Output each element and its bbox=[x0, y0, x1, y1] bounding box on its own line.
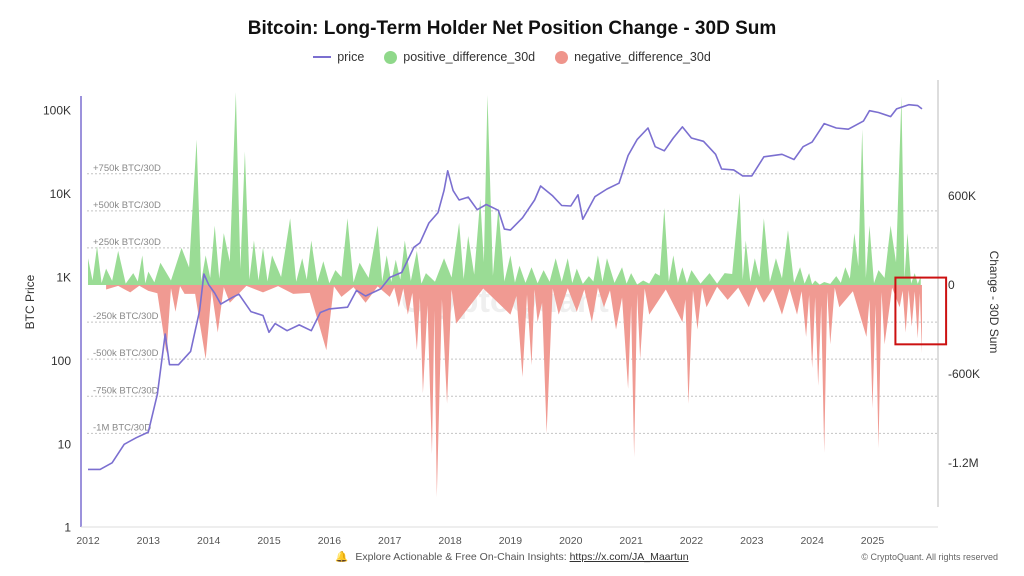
x-tick-label: 2024 bbox=[800, 535, 824, 547]
right-tick-label: -600K bbox=[948, 367, 980, 381]
x-tick-label: 2013 bbox=[137, 535, 161, 547]
footer-cta: 🔔 Explore Actionable & Free On-Chain Ins… bbox=[0, 550, 1024, 563]
left-tick-label: 100K bbox=[43, 104, 71, 118]
bell-icon: 🔔 bbox=[335, 551, 349, 563]
reference-line-label: -500k BTC/30D bbox=[93, 348, 159, 359]
chart-title: Bitcoin: Long-Term Holder Net Position C… bbox=[247, 18, 777, 39]
legend-item-price[interactable]: price bbox=[313, 50, 364, 64]
reference-line-label: +500k BTC/30D bbox=[93, 200, 161, 211]
x-tick-label: 2021 bbox=[619, 535, 643, 547]
right-tick-label: -1.2M bbox=[948, 456, 979, 470]
right-axis-ticks: 600K 0 -600K -1.2M bbox=[948, 189, 980, 470]
reference-line-label: -250k BTC/30D bbox=[93, 311, 159, 322]
x-tick-label: 2023 bbox=[740, 535, 764, 547]
right-tick-label: 0 bbox=[948, 278, 955, 292]
left-tick-label: 10 bbox=[58, 437, 72, 451]
footer-text: Explore Actionable & Free On-Chain Insig… bbox=[355, 551, 567, 563]
footer-copyright: © CryptoQuant. All rights reserved bbox=[861, 552, 998, 562]
series-price-line bbox=[88, 103, 923, 471]
x-tick-label: 2022 bbox=[680, 535, 704, 547]
left-tick-label: 1K bbox=[56, 270, 71, 284]
x-tick-label: 2012 bbox=[76, 535, 100, 547]
legend-swatch-negative bbox=[555, 50, 569, 64]
legend-label-positive: positive_difference_30d bbox=[403, 50, 536, 64]
right-tick-label: 600K bbox=[948, 189, 976, 203]
legend-swatch-positive bbox=[384, 50, 398, 64]
x-tick-label: 2016 bbox=[318, 535, 342, 547]
legend-swatch-price bbox=[313, 56, 332, 58]
highlight-box bbox=[894, 276, 948, 346]
left-tick-label: 100 bbox=[51, 354, 71, 368]
footer-link[interactable]: https://x.com/JA_Maartun bbox=[569, 551, 689, 563]
chart-legend: price positive_difference_30d negative_d… bbox=[0, 50, 1024, 64]
reference-line-label: -750k BTC/30D bbox=[93, 385, 159, 396]
x-tick-label: 2025 bbox=[861, 535, 885, 547]
left-tick-label: 10K bbox=[50, 187, 71, 201]
reference-line-label: -1M BTC/30D bbox=[93, 422, 151, 433]
reference-line-label: +750k BTC/30D bbox=[93, 163, 161, 174]
x-tick-label: 2018 bbox=[438, 535, 462, 547]
x-axis-ticks: 2012 2013 2014 2015 2016 2017 2018 2019 2020 2021… bbox=[76, 535, 884, 547]
legend-label-negative: negative_difference_30d bbox=[574, 50, 711, 64]
series-positive-area bbox=[88, 92, 921, 286]
x-tick-label: 2015 bbox=[257, 535, 281, 547]
left-axis-ticks: 1 10 100 1K 10K 100K bbox=[43, 104, 71, 535]
legend-label-price: price bbox=[337, 50, 365, 64]
legend-item-negative[interactable]: negative_difference_30d bbox=[555, 50, 711, 64]
reference-lines: +750k BTC/30D +500k BTC/30D +250k BTC/30D -… bbox=[87, 163, 938, 434]
x-tick-label: 2020 bbox=[559, 535, 583, 547]
legend-item-positive[interactable]: positive_difference_30d bbox=[384, 50, 535, 64]
x-tick-label: 2017 bbox=[378, 535, 402, 547]
left-tick-label: 1 bbox=[64, 521, 71, 535]
x-tick-label: 2019 bbox=[499, 535, 523, 547]
reference-line-label: +250k BTC/30D bbox=[93, 237, 161, 248]
left-axis-title: BTC Price bbox=[23, 274, 37, 329]
x-tick-label: 2014 bbox=[197, 535, 221, 547]
right-axis-title: Change - 30D Sum bbox=[987, 251, 1001, 354]
